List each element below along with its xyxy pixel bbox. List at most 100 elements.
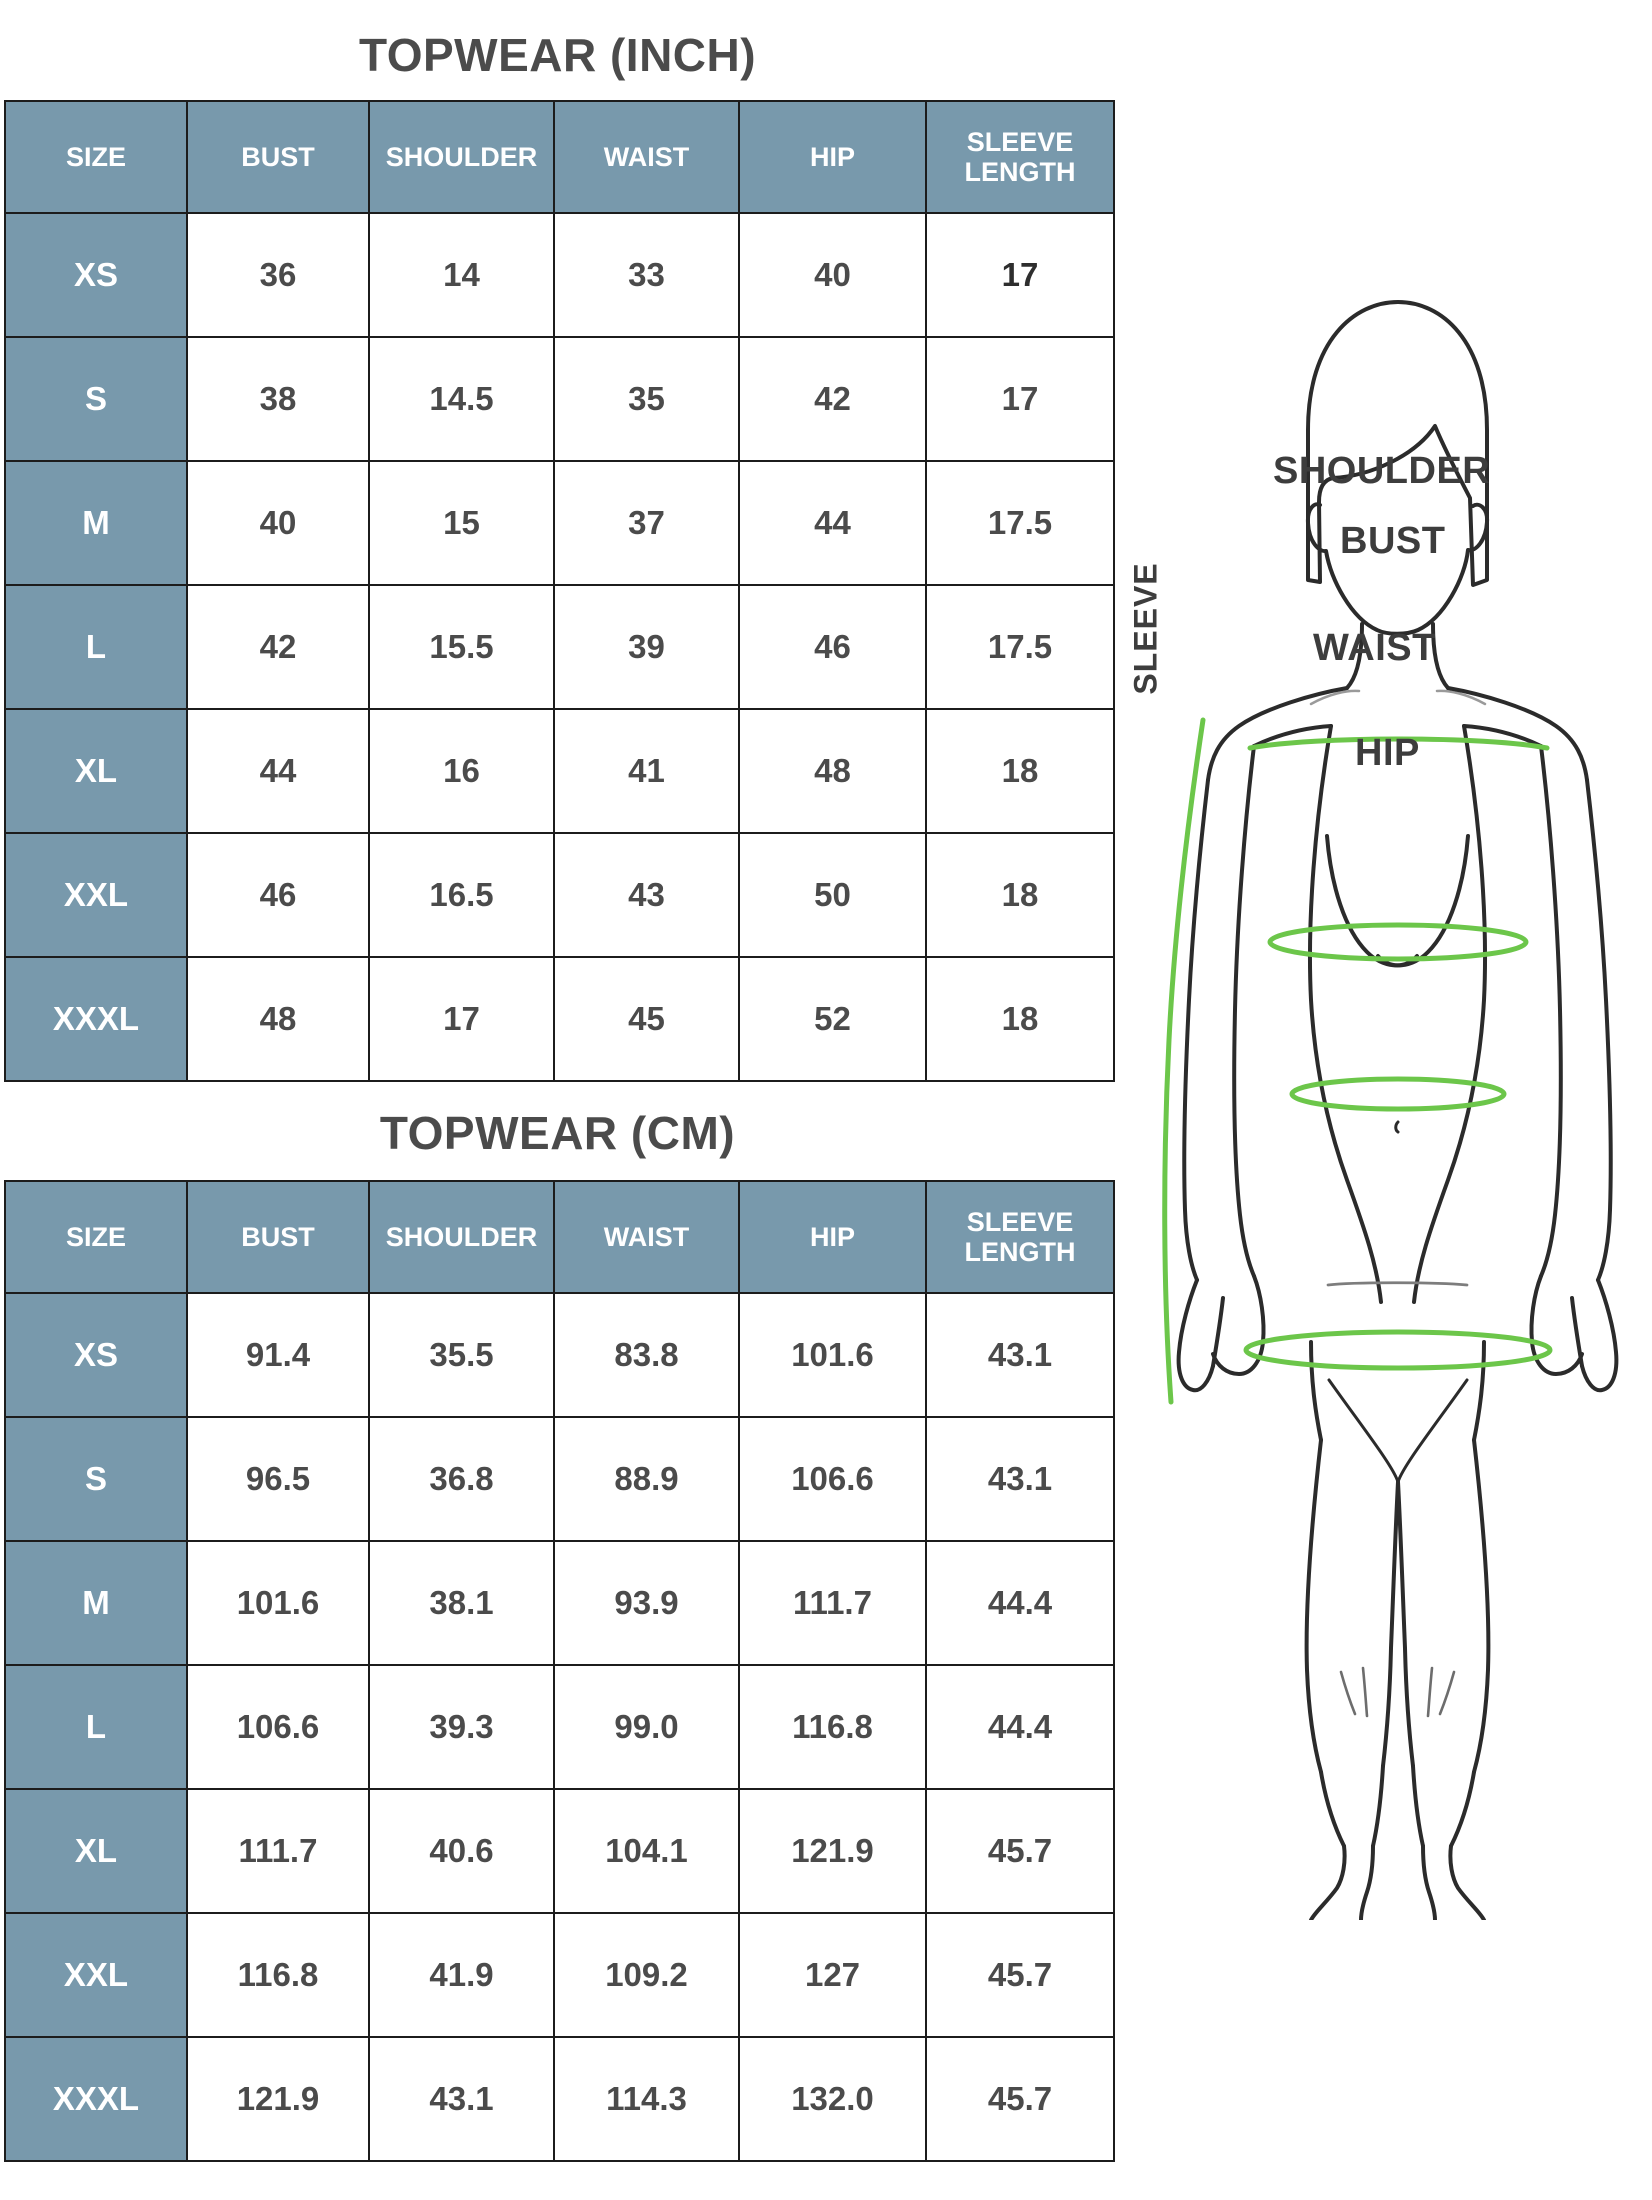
measurement-figure-column: SHOULDER BUST WAIST HIP SLEEVE <box>1115 0 1652 2200</box>
table-row: XS 91.4 35.5 83.8 101.6 43.1 <box>4 1292 1115 1418</box>
column-header-waist: WAIST <box>553 1180 740 1294</box>
table-row: L 106.6 39.3 99.0 116.8 44.4 <box>4 1664 1115 1790</box>
cell-size: L <box>4 1664 188 1790</box>
cell-size: XL <box>4 1788 188 1914</box>
cell-waist: 88.9 <box>553 1416 740 1542</box>
cell-shoulder: 36.8 <box>368 1416 555 1542</box>
column-header-size: SIZE <box>4 100 188 214</box>
table-row: XS 36 14 33 40 17 <box>4 212 1115 338</box>
shoulder-measure-line <box>1247 736 1550 751</box>
cell-size: XXL <box>4 1912 188 2038</box>
column-header-hip: HIP <box>738 100 927 214</box>
cell-bust: 40 <box>186 460 370 586</box>
table-row: L 42 15.5 39 46 17.5 <box>4 584 1115 710</box>
figure-label-waist: WAIST <box>1313 627 1436 669</box>
cell-bust: 101.6 <box>186 1540 370 1666</box>
table-row: XXXL 48 17 45 52 18 <box>4 956 1115 1082</box>
table-row: XXL 46 16.5 43 50 18 <box>4 832 1115 958</box>
cell-size: L <box>4 584 188 710</box>
cell-shoulder: 39.3 <box>368 1664 555 1790</box>
cell-waist: 114.3 <box>553 2036 740 2162</box>
cell-hip: 44 <box>738 460 927 586</box>
cell-hip: 111.7 <box>738 1540 927 1666</box>
cell-sleeve: 18 <box>925 956 1115 1082</box>
cell-shoulder: 16 <box>368 708 555 834</box>
cell-hip: 42 <box>738 336 927 462</box>
cell-waist: 43 <box>553 832 740 958</box>
column-header-sleeve-length: SLEEVE LENGTH <box>925 100 1115 214</box>
column-header-sleeve-length: SLEEVE LENGTH <box>925 1180 1115 1294</box>
cell-waist: 104.1 <box>553 1788 740 1914</box>
cell-hip: 127 <box>738 1912 927 2038</box>
figure-label-sleeve: SLEEVE <box>1127 562 1164 695</box>
cell-hip: 121.9 <box>738 1788 927 1914</box>
cell-shoulder: 15.5 <box>368 584 555 710</box>
table-row: XL 44 16 41 48 18 <box>4 708 1115 834</box>
column-header-bust: BUST <box>186 1180 370 1294</box>
figure-label-bust: BUST <box>1340 520 1446 562</box>
table-row: M 40 15 37 44 17.5 <box>4 460 1115 586</box>
cell-shoulder: 43.1 <box>368 2036 555 2162</box>
cell-sleeve: 17 <box>925 336 1115 462</box>
column-header-shoulder: SHOULDER <box>368 1180 555 1294</box>
size-tables-column: TOPWEAR (INCH) SIZE BUST SHOULDER WAIST … <box>4 29 1115 2162</box>
cell-size: M <box>4 1540 188 1666</box>
bust-measure-ellipse <box>1267 922 1529 962</box>
hip-measure-ellipse <box>1243 1329 1553 1371</box>
figure-label-hip: HIP <box>1355 732 1420 774</box>
cell-size: XXXL <box>4 2036 188 2162</box>
table-row: XL 111.7 40.6 104.1 121.9 45.7 <box>4 1788 1115 1914</box>
cell-shoulder: 41.9 <box>368 1912 555 2038</box>
cell-bust: 111.7 <box>186 1788 370 1914</box>
cell-hip: 48 <box>738 708 927 834</box>
cell-waist: 93.9 <box>553 1540 740 1666</box>
table-row: XXXL 121.9 43.1 114.3 132.0 45.7 <box>4 2036 1115 2162</box>
column-header-waist: WAIST <box>553 100 740 214</box>
column-header-size: SIZE <box>4 1180 188 1294</box>
cell-sleeve: 43.1 <box>925 1292 1115 1418</box>
female-body-outline-icon <box>1162 300 1619 1920</box>
cell-sleeve: 43.1 <box>925 1416 1115 1542</box>
cell-shoulder: 16.5 <box>368 832 555 958</box>
cell-sleeve: 17.5 <box>925 460 1115 586</box>
cell-shoulder: 38.1 <box>368 1540 555 1666</box>
column-header-bust: BUST <box>186 100 370 214</box>
cell-bust: 46 <box>186 832 370 958</box>
cell-waist: 99.0 <box>553 1664 740 1790</box>
column-header-shoulder: SHOULDER <box>368 100 555 214</box>
cell-bust: 42 <box>186 584 370 710</box>
cell-hip: 132.0 <box>738 2036 927 2162</box>
table-row: M 101.6 38.1 93.9 111.7 44.4 <box>4 1540 1115 1666</box>
table-row: S 96.5 36.8 88.9 106.6 43.1 <box>4 1416 1115 1542</box>
column-header-hip: HIP <box>738 1180 927 1294</box>
cell-bust: 36 <box>186 212 370 338</box>
cell-sleeve: 17.5 <box>925 584 1115 710</box>
cell-size: XXXL <box>4 956 188 1082</box>
waist-measure-ellipse <box>1289 1076 1507 1112</box>
cell-sleeve: 45.7 <box>925 1788 1115 1914</box>
cell-sleeve: 44.4 <box>925 1664 1115 1790</box>
cell-sleeve: 45.7 <box>925 1912 1115 2038</box>
cell-waist: 35 <box>553 336 740 462</box>
cell-hip: 46 <box>738 584 927 710</box>
topwear-inch-table: SIZE BUST SHOULDER WAIST HIP SLEEVE LENG… <box>4 100 1115 1082</box>
measurement-lines-icon <box>1162 717 1553 1405</box>
cell-hip: 50 <box>738 832 927 958</box>
cell-shoulder: 17 <box>368 956 555 1082</box>
cell-sleeve: 18 <box>925 708 1115 834</box>
cell-waist: 37 <box>553 460 740 586</box>
cell-size: M <box>4 460 188 586</box>
cell-waist: 109.2 <box>553 1912 740 2038</box>
cell-shoulder: 35.5 <box>368 1292 555 1418</box>
cell-hip: 116.8 <box>738 1664 927 1790</box>
cell-bust: 116.8 <box>186 1912 370 2038</box>
cell-bust: 38 <box>186 336 370 462</box>
cell-sleeve: 45.7 <box>925 2036 1115 2162</box>
cell-hip: 106.6 <box>738 1416 927 1542</box>
sleeve-measure-line <box>1162 717 1206 1405</box>
topwear-inch-title: TOPWEAR (INCH) <box>358 29 757 81</box>
cell-shoulder: 14.5 <box>368 336 555 462</box>
table-header-row: SIZE BUST SHOULDER WAIST HIP SLEEVE LENG… <box>4 100 1115 214</box>
cell-size: XL <box>4 708 188 834</box>
